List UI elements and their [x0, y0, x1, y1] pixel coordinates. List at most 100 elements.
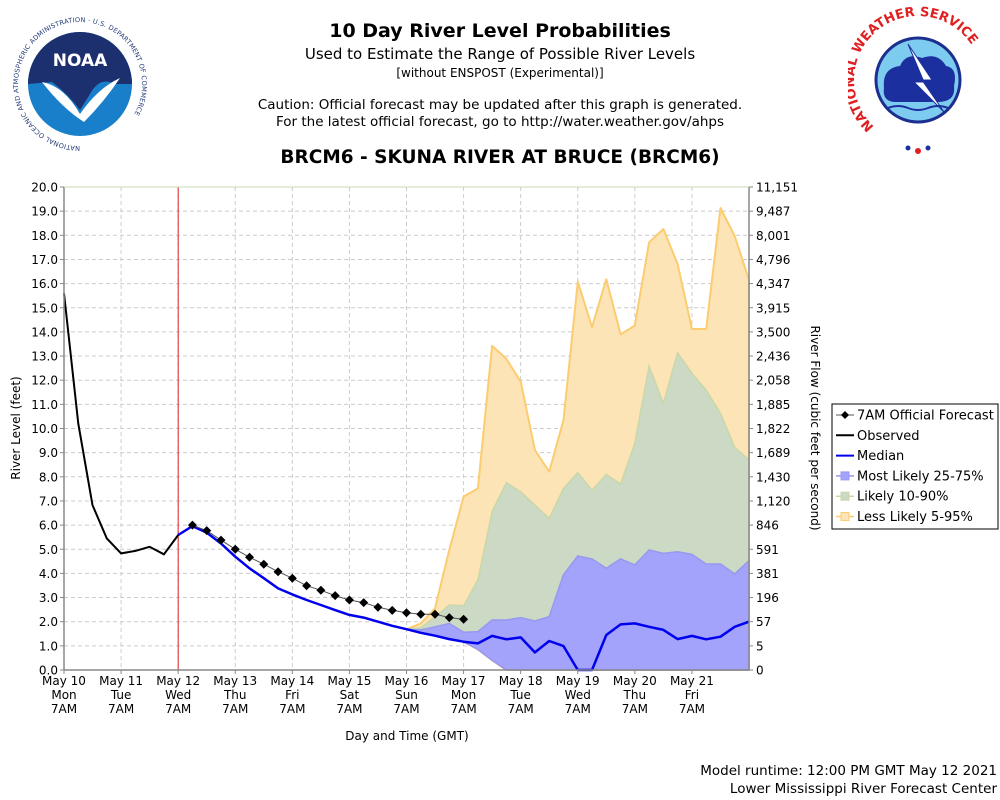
square-icon: [840, 491, 850, 501]
legend-label: Median: [857, 449, 904, 464]
forecast-point: [344, 595, 354, 605]
x-tick-label: Thu: [623, 688, 647, 702]
x-tick-label: 7AM: [165, 702, 191, 716]
forecast-center: Lower Mississippi River Forecast Center: [729, 781, 997, 797]
band-5-95: [405, 207, 750, 671]
legend-label: Most Likely 25-75%: [857, 469, 984, 484]
forecast-point: [330, 591, 340, 601]
x-tick-label: Wed: [565, 688, 591, 702]
band-25-75: [406, 549, 750, 671]
square-icon: [840, 471, 850, 481]
caution-text: Caution: Official forecast may be update…: [257, 97, 743, 113]
chart-subtitle: Used to Estimate the Range of Possible R…: [304, 45, 696, 63]
x-tick-label: Fri: [285, 688, 299, 702]
station-title: BRCM6 - SKUNA RIVER AT BRUCE (BRCM6): [280, 147, 720, 168]
x-tick-label: Sat: [340, 688, 360, 702]
grid: [63, 186, 749, 671]
legend-label: Observed: [857, 429, 920, 444]
legend-label: 7AM Official Forecast: [857, 409, 994, 424]
x-tick-label: Fri: [685, 688, 699, 702]
y-axis-label: River Level (feet): [9, 376, 23, 479]
forecast-point: [459, 614, 469, 624]
x-tick-label: Thu: [223, 688, 247, 702]
y2-tick-label: 2,436: [756, 350, 790, 364]
x-tick-label: May 19: [556, 674, 600, 688]
x-tick-label: Sun: [395, 688, 418, 702]
y-tick-label: 12.0: [31, 374, 58, 388]
legend-item-median: Median: [836, 449, 904, 464]
x-tick-label: 7AM: [222, 702, 248, 716]
forecast-point: [230, 544, 240, 554]
x-tick-label: 7AM: [450, 702, 476, 716]
y-tick-label: 1.0: [39, 639, 58, 653]
y-tick-label: 19.0: [31, 205, 58, 219]
model-runtime: Model runtime: 12:00 PM GMT May 12 2021: [700, 763, 997, 779]
chart-title: 10 Day River Level Probabilities: [329, 20, 671, 42]
x-tick-label: 7AM: [108, 702, 134, 716]
forecast-point: [444, 613, 454, 623]
x-tick-label: 7AM: [51, 702, 77, 716]
y2-tick-label: 4,796: [756, 253, 790, 267]
y-tick-label: 6.0: [39, 519, 58, 533]
nws-logo: NATIONAL WEATHER SERVICE: [848, 6, 981, 154]
x-tick-label: Tue: [509, 688, 531, 702]
x-tick-label: 7AM: [622, 702, 648, 716]
legend-item-band_5_95: Less Likely 5-95%: [836, 510, 973, 525]
y2-tick-label: 8,001: [756, 229, 790, 243]
y-tick-label: 17.0: [31, 253, 58, 267]
x-tick-label: Wed: [165, 688, 191, 702]
y-tick-label: 14.0: [31, 325, 58, 339]
y-tick-label: 18.0: [31, 229, 58, 243]
legend-item-observed: Observed: [836, 429, 920, 444]
y-tick-label: 2.0: [39, 615, 58, 629]
noaa-logo: NOAA NATIONAL OCEANIC AND ATMOSPHERIC AD…: [12, 16, 148, 152]
y-tick-label: 20.0: [31, 181, 58, 195]
y-tick-label: 7.0: [39, 494, 58, 508]
legend: 7AM Official Forecast Observed Median Most …: [831, 403, 999, 530]
legend-item-forecast: 7AM Official Forecast: [836, 409, 994, 424]
y-tick-label: 5.0: [39, 543, 58, 557]
x-tick-label: 7AM: [279, 702, 305, 716]
x-tick-label: May 14: [270, 674, 314, 688]
forecast-line: [192, 524, 464, 620]
x-tick-label: 7AM: [565, 702, 591, 716]
y2-tick-label: 4,347: [756, 277, 790, 291]
forecast-point: [202, 526, 212, 536]
star-icon: [905, 145, 911, 151]
y2-tick-label: 1,822: [756, 422, 790, 436]
y-tick-label: 16.0: [31, 277, 58, 291]
forecast-point: [245, 552, 255, 562]
x-tick-label: May 11: [99, 674, 143, 688]
x-tick-label: 7AM: [336, 702, 362, 716]
caution-link-text: For the latest official forecast, go to …: [275, 114, 725, 130]
series-lines: [63, 187, 750, 672]
forecast-point: [259, 559, 269, 569]
forecast-point: [216, 535, 226, 545]
y-tick-label: 9.0: [39, 446, 58, 460]
x-axis-label: Day and Time (GMT): [345, 729, 468, 743]
x-tick-label: May 18: [499, 674, 543, 688]
legend-item-band_10_90: Likely 10-90%: [836, 490, 948, 505]
x-tick-label: May 16: [385, 674, 429, 688]
forecast-point: [373, 602, 383, 612]
y2-tick-label: 57: [756, 615, 771, 629]
y2-tick-label: 5: [756, 639, 764, 653]
y-tick-label: 10.0: [31, 422, 58, 436]
y2-tick-label: 0: [756, 664, 764, 678]
forecast-point: [359, 598, 369, 608]
star-icon: [915, 148, 921, 154]
x-tick-label: Mon: [451, 688, 476, 702]
square-icon: [840, 512, 850, 521]
legend-box: [831, 403, 999, 530]
forecast-point: [187, 520, 197, 530]
y2-tick-label: 1,120: [756, 494, 790, 508]
y2-tick-label: 1,430: [756, 470, 790, 484]
diamond-icon: [841, 411, 849, 419]
x-tick-label: Tue: [110, 688, 132, 702]
x-tick-label: May 15: [327, 674, 371, 688]
observed-line: [63, 293, 180, 556]
forecast-point: [402, 608, 411, 618]
x-tick-label: 7AM: [393, 702, 419, 716]
band-10-90: [406, 350, 750, 671]
x-tick-label: May 13: [213, 674, 257, 688]
